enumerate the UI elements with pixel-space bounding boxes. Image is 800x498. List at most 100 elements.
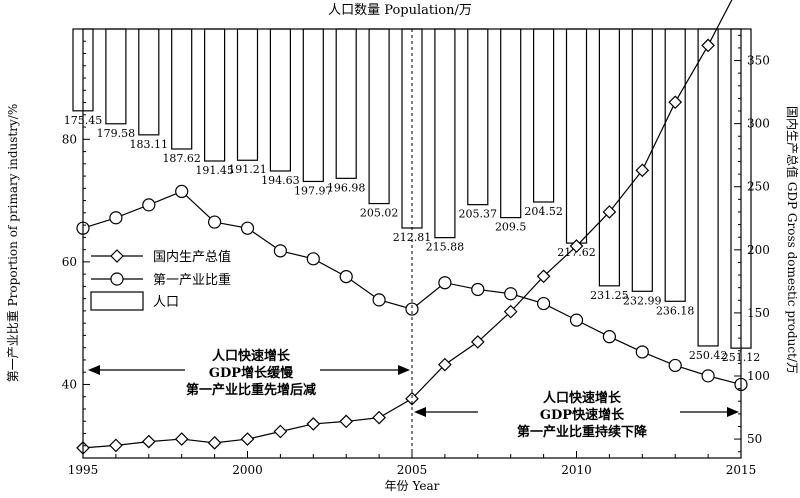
population-bar — [500, 28, 522, 219]
bar-value-label: 205.02 — [360, 207, 399, 220]
primary-share-point — [405, 302, 419, 316]
population-bar — [335, 28, 357, 179]
population-bar — [565, 28, 588, 244]
left-annotation: 人口快速增长 GDP增长缓慢 第一产业比重先增后减 — [88, 348, 410, 398]
population-bar — [434, 28, 456, 239]
gdp-point — [174, 432, 189, 446]
primary-share-point — [208, 215, 222, 229]
annotation-line: 第一产业比重先增后减 — [186, 382, 316, 398]
right-tick-label: 250 — [747, 180, 770, 194]
arrow-left-head — [414, 407, 426, 417]
bar-value-label: 231.25 — [590, 289, 629, 302]
gdp-point — [240, 432, 255, 446]
x-tick-label: 2005 — [397, 463, 428, 477]
bar-value-label: 196.98 — [327, 181, 366, 194]
gdp-point — [141, 434, 156, 449]
gdp-point — [405, 391, 419, 406]
bar-value-label: 187.62 — [162, 152, 201, 165]
annotation-line: 人口快速增长 — [212, 348, 291, 364]
bar-value-label: 212.81 — [393, 231, 432, 244]
primary-share-point — [536, 296, 551, 311]
gdp-point — [701, 38, 715, 53]
gdp-point — [635, 163, 650, 178]
population-bar — [467, 28, 489, 206]
gdp-point — [109, 438, 123, 453]
gdp-point — [536, 269, 551, 284]
arrow-right-head — [727, 407, 739, 417]
legend-item-primary-share: 第一产业比重 — [91, 272, 231, 288]
population-bar — [236, 28, 259, 161]
bar-value-label: 191.21 — [228, 163, 267, 176]
bar-value-label: 209.5 — [495, 221, 527, 234]
population-bar — [171, 28, 193, 150]
legend-item-gdp: 国内生产总值 — [91, 249, 231, 265]
bar-value-label: 215.88 — [426, 241, 465, 254]
annotation-line: 人口快速增长 — [543, 390, 622, 406]
population-bar — [269, 28, 291, 172]
right-tick-label: 150 — [747, 306, 770, 320]
population-bar — [631, 28, 653, 292]
x-tick-label: 2000 — [232, 463, 263, 477]
arrow-left-head — [88, 365, 100, 375]
gdp-point — [372, 410, 386, 425]
primary-share-point — [273, 244, 287, 258]
gdp-series — [76, 0, 733, 455]
gdp-point — [339, 414, 354, 429]
right-tick-label: 50 — [747, 432, 762, 446]
population-bar — [368, 28, 390, 205]
left-tick-label: 80 — [62, 132, 77, 146]
bar-value-label: 197.97 — [294, 184, 333, 197]
right-axis: 50 100 150 200 250 300 350 — [734, 34, 770, 453]
gdp-point — [273, 424, 288, 439]
primary-share-point — [471, 282, 485, 297]
bar-value-label: 232.99 — [623, 294, 662, 307]
population-bar — [697, 28, 719, 347]
gdp-point — [438, 357, 452, 372]
bar-swatch — [90, 291, 144, 311]
left-tick-label: 60 — [62, 255, 77, 269]
gdp-point — [569, 239, 584, 253]
left-axis-label: 第一产业比重 Proportion of primary industry/% — [6, 104, 20, 382]
right-axis-label: 国内生产总值 GDP Gross domestic product/万 — [785, 106, 800, 374]
left-axis: 40 60 80 — [62, 40, 90, 447]
bar-value-label: 194.63 — [261, 174, 300, 187]
chart-title: 人口数量 Population/万 — [328, 3, 472, 18]
gdp-point — [306, 417, 321, 431]
primary-share-point — [175, 184, 189, 199]
gdp-point — [207, 436, 222, 450]
population-bar — [302, 28, 324, 183]
primary-share-point — [602, 330, 617, 344]
left-tick-label: 40 — [62, 377, 77, 391]
legend-label: 人口 — [153, 295, 179, 310]
bar-value-label: 204.52 — [524, 205, 563, 218]
population-bar — [138, 28, 160, 136]
primary-share-point — [306, 252, 320, 266]
legend-label: 国内生产总值 — [153, 249, 231, 265]
legend: 国内生产总值 第一产业比重 人口 — [90, 249, 231, 311]
x-tick-label: 2010 — [561, 463, 592, 477]
population-bar — [532, 28, 555, 203]
circle-marker — [110, 272, 124, 286]
annotation-line: GDP快速增长 — [540, 407, 625, 423]
diamond-marker — [110, 249, 124, 263]
primary-share-point — [240, 221, 255, 235]
gdp-point — [470, 335, 485, 349]
bar-value-label: 191.45 — [195, 164, 234, 177]
right-tick-label: 300 — [747, 117, 770, 131]
arrow-right-head — [398, 365, 410, 375]
annotation-line: 第一产业比重持续下降 — [517, 424, 648, 440]
primary-share-point — [372, 293, 386, 307]
primary-share-point — [635, 345, 649, 359]
bar-value-label: 183.11 — [130, 138, 169, 151]
bar-value-label: 205.37 — [459, 208, 498, 221]
primary-share-point — [668, 358, 682, 373]
bar-value-label: 179.58 — [97, 127, 136, 140]
right-annotation: 人口快速增长 GDP快速增长 第一产业比重持续下降 — [414, 390, 739, 440]
primary-share-point — [109, 211, 123, 225]
population-bar — [204, 28, 226, 162]
population-bars: 175.45179.58183.11187.62191.45191.21194.… — [64, 28, 760, 364]
x-axis-label: 年份 Year — [385, 479, 440, 493]
primary-share-point — [569, 313, 584, 327]
x-tick-label: 1995 — [68, 463, 99, 477]
